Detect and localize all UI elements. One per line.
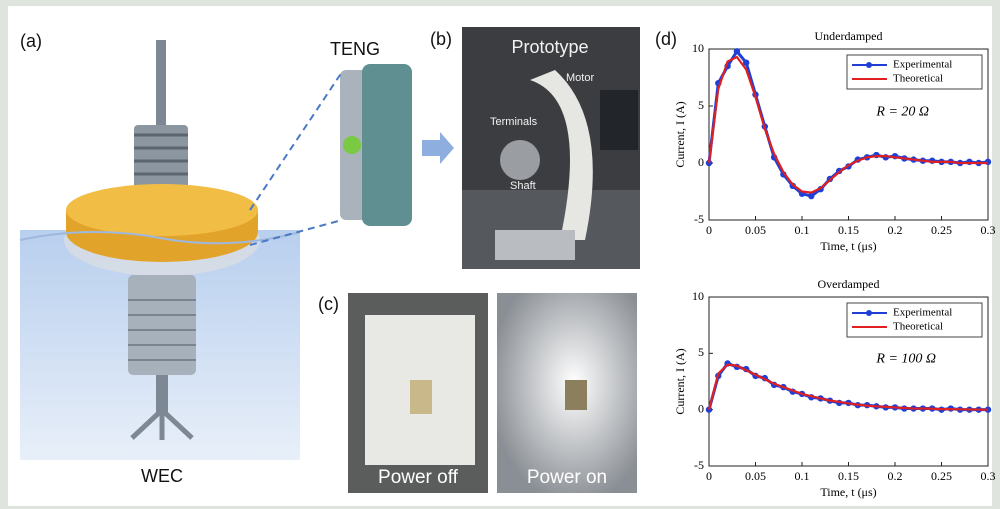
annotation: R = 20 Ω <box>875 104 929 119</box>
y-tick-label: 0 <box>698 155 704 169</box>
x-tick-label: 0.2 <box>888 469 903 483</box>
teng-label: TENG <box>330 39 380 59</box>
y-tick-label: -5 <box>694 458 704 472</box>
data-point <box>808 193 814 199</box>
wec-label: WEC <box>141 466 183 486</box>
data-point <box>734 48 740 54</box>
line-chart: Overdamped Time, t (μs) Current, I (A) 0 0.0… <box>673 277 996 499</box>
legend-label: Experimental <box>893 59 952 71</box>
panel-label: (b) <box>430 29 452 49</box>
x-tick-label: 0 <box>706 469 712 483</box>
legend-label: Theoretical <box>893 73 943 85</box>
figure: (a) TENG WEC (b) Prototype Motor Termina… <box>0 0 1000 509</box>
x-tick-label: 0.05 <box>745 223 766 237</box>
x-tick-label: 0.2 <box>888 223 903 237</box>
y-axis-label: Current, I (A) <box>673 348 687 414</box>
photo-caption: Terminals <box>490 116 538 128</box>
photo-caption: Motor <box>566 72 594 84</box>
y-tick-label: 10 <box>692 289 704 303</box>
chart-title: Underdamped <box>815 29 883 43</box>
x-tick-label: 0.3 <box>981 469 996 483</box>
x-tick-label: 0.15 <box>838 223 859 237</box>
x-axis-label: Time, t (μs) <box>820 239 876 253</box>
legend-marker <box>866 310 872 316</box>
line-chart: Underdamped Time, t (μs) Current, I (A) 0 0.… <box>673 29 996 253</box>
x-tick-label: 0.3 <box>981 223 996 237</box>
y-tick-label: -5 <box>694 212 704 226</box>
y-axis-label: Current, I (A) <box>673 101 687 167</box>
photo-caption: Shaft <box>510 180 536 192</box>
photo-caption: Power on <box>527 467 607 488</box>
x-tick-label: 0 <box>706 223 712 237</box>
x-tick-label: 0.05 <box>745 469 766 483</box>
prototype-photo <box>462 27 640 269</box>
panel-label: (c) <box>318 294 339 314</box>
x-tick-label: 0.25 <box>931 469 952 483</box>
legend-label: Theoretical <box>893 321 943 333</box>
x-tick-label: 0.15 <box>838 469 859 483</box>
x-tick-label: 0.1 <box>795 223 810 237</box>
figure-canvas: (a) TENG WEC (b) Prototype Motor Termina… <box>0 0 1000 509</box>
y-tick-label: 5 <box>698 345 704 359</box>
x-tick-label: 0.1 <box>795 469 810 483</box>
panel-label: (d) <box>655 29 677 49</box>
x-axis-label: Time, t (μs) <box>820 485 876 499</box>
legend-label: Experimental <box>893 307 952 319</box>
y-tick-label: 0 <box>698 401 704 415</box>
chart-title: Overdamped <box>818 277 880 291</box>
photo-caption: Prototype <box>511 37 588 57</box>
legend-marker <box>866 62 872 68</box>
panel-label: (a) <box>20 31 42 51</box>
annotation: R = 100 Ω <box>875 352 936 367</box>
photo-caption: Power off <box>378 467 459 488</box>
y-tick-label: 5 <box>698 98 704 112</box>
y-tick-label: 10 <box>692 41 704 55</box>
x-tick-label: 0.25 <box>931 223 952 237</box>
